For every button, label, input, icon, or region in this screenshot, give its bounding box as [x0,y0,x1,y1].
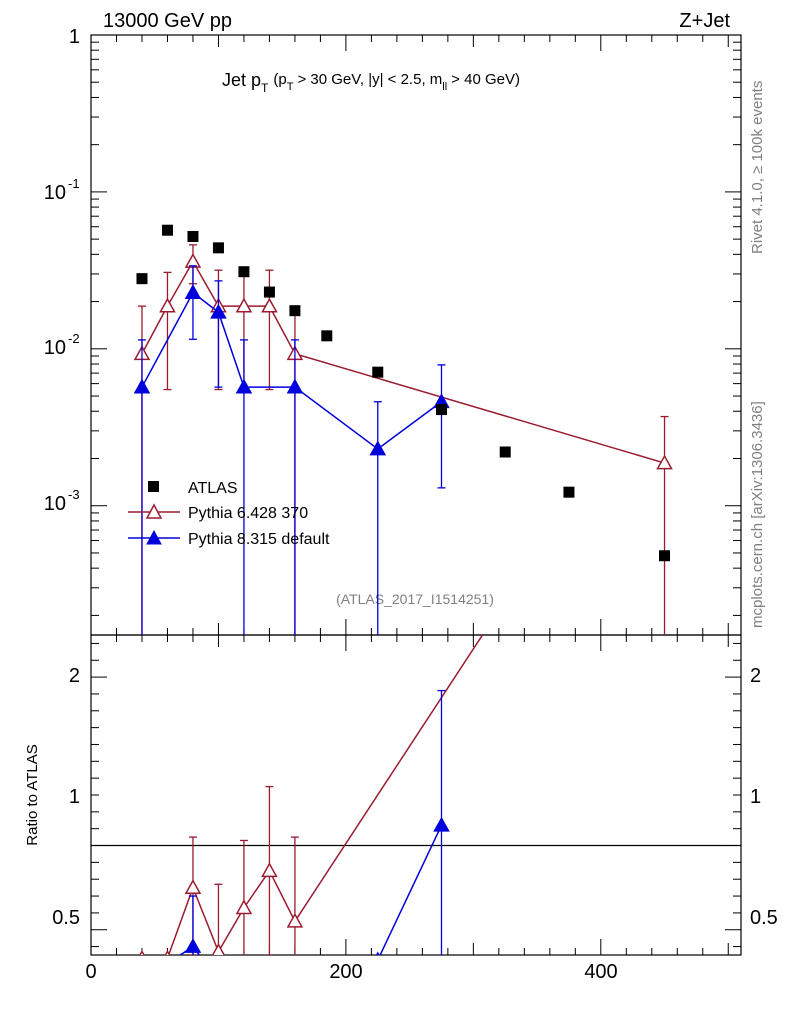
pythia6-ratio-point-line [167,635,484,955]
pythia8-ratio-point-marker [375,951,380,955]
pythia6-ratio-point-marker [184,879,202,894]
x-axis-ticks [90,35,729,955]
x-tick-label-400: 400 [584,961,617,983]
atlas-data-point [563,486,575,498]
legend-marker-atlas [148,481,159,492]
atlas-data-point [136,273,148,285]
pythia6-point-marker [159,297,176,313]
pythia8-ratio-point-marker [184,938,202,953]
y-tick-label-10-2: 10 [44,337,66,359]
ratio-y-tick-label-2: 2 [69,665,80,687]
pythia6-ratio-point-marker [139,949,145,955]
atlas-data-point [289,305,301,317]
ratio-y-axis-label: Ratio to ATLAS [24,744,41,845]
atlas-data-point [161,224,173,236]
pythia8-point-marker [184,284,202,300]
atlas-data-point [659,550,671,562]
legend-label-pythia8: Pythia 8.315 default [188,531,330,548]
pythia6-point-marker [261,297,278,313]
pythia8-ratio-point-marker [211,973,225,986]
atlas-data-point [187,230,199,242]
header-energy-label: 13000 GeV pp [103,10,232,32]
legend-label-atlas: ATLAS [188,480,238,497]
pythia8-point-marker [235,378,253,394]
legend-marker-pythia6 [145,503,163,519]
atlas-data-point [238,266,250,278]
y-tick-exponent-1: -1 [68,176,80,191]
ratio-y-axis-ticks [91,642,741,948]
atlas-data-point [435,404,447,416]
legend: ATLAS Pythia 6.428 370 Pythia 8.315 defa… [128,480,330,548]
rivet-version-label: Rivet 4.1.0, ≥ 100k events [749,81,766,254]
header-process-label: Z+Jet [679,10,730,32]
pythia8-point-marker [133,378,151,394]
ratio-y-tick-label-0-5-right: 0.5 [750,907,778,929]
pythia6-point-line [141,260,665,464]
chart-title: Jet pT (pT > 30 GeV, |y| < 2.5, mll > 40 Ge… [222,70,520,95]
x-tick-label-0: 0 [85,961,96,983]
ratio-y-tick-label-1: 1 [69,786,80,808]
y-tick-label-10-1: 10 [44,182,66,204]
legend-label-pythia6: Pythia 6.428 370 [188,505,308,522]
x-tick-label-200: 200 [329,961,362,983]
pythia8-ratio-point-marker [433,816,450,832]
atlas-data-point [372,366,384,378]
y-tick-exponent-2: -2 [68,331,80,346]
pythia8-ratio-point-marker [288,973,302,986]
pythia8-point-marker [369,440,387,456]
y-tick-label-1: 1 [69,26,80,48]
ratio-y-tick-label-2-right: 2 [750,665,761,687]
main-y-axis-ticks [91,34,741,616]
pythia8-point-marker [286,378,304,394]
pythia6-point-marker [656,454,673,470]
atlas-data-point [263,286,275,298]
pythia8-point-marker [210,303,227,319]
pythia8-ratio-point-marker [135,973,149,986]
atlas-data-point [321,330,333,342]
atlas-data-point [212,242,224,254]
pythia6-ratio-point-marker [164,949,171,955]
pythia6-point-marker [235,297,253,313]
pythia8-ratio-point-marker [237,973,251,986]
ratio-panel-frame [90,634,742,956]
mcplots-label: mcplots.cern.ch [arXiv:1306.3436] [749,401,766,628]
pythia6-ratio-point-marker [211,943,226,955]
pythia6-ratio-point-marker [261,862,278,878]
ratio-y-tick-label-0-5: 0.5 [52,907,80,929]
pythia6-ratio-point-marker [658,350,672,363]
y-tick-label-10-3: 10 [44,493,66,515]
y-tick-exponent-3: -3 [68,487,80,502]
main-panel-data [133,224,673,635]
pythia6-ratio-point-marker [286,912,304,928]
analysis-watermark: (ATLAS_2017_I1514251) [336,591,494,607]
atlas-data-point [499,446,511,458]
legend-marker-pythia8 [146,529,162,545]
pythia6-ratio-point-marker [235,899,253,915]
ratio-y-tick-label-1-right: 1 [750,786,761,808]
ratio-panel-data [91,350,741,986]
